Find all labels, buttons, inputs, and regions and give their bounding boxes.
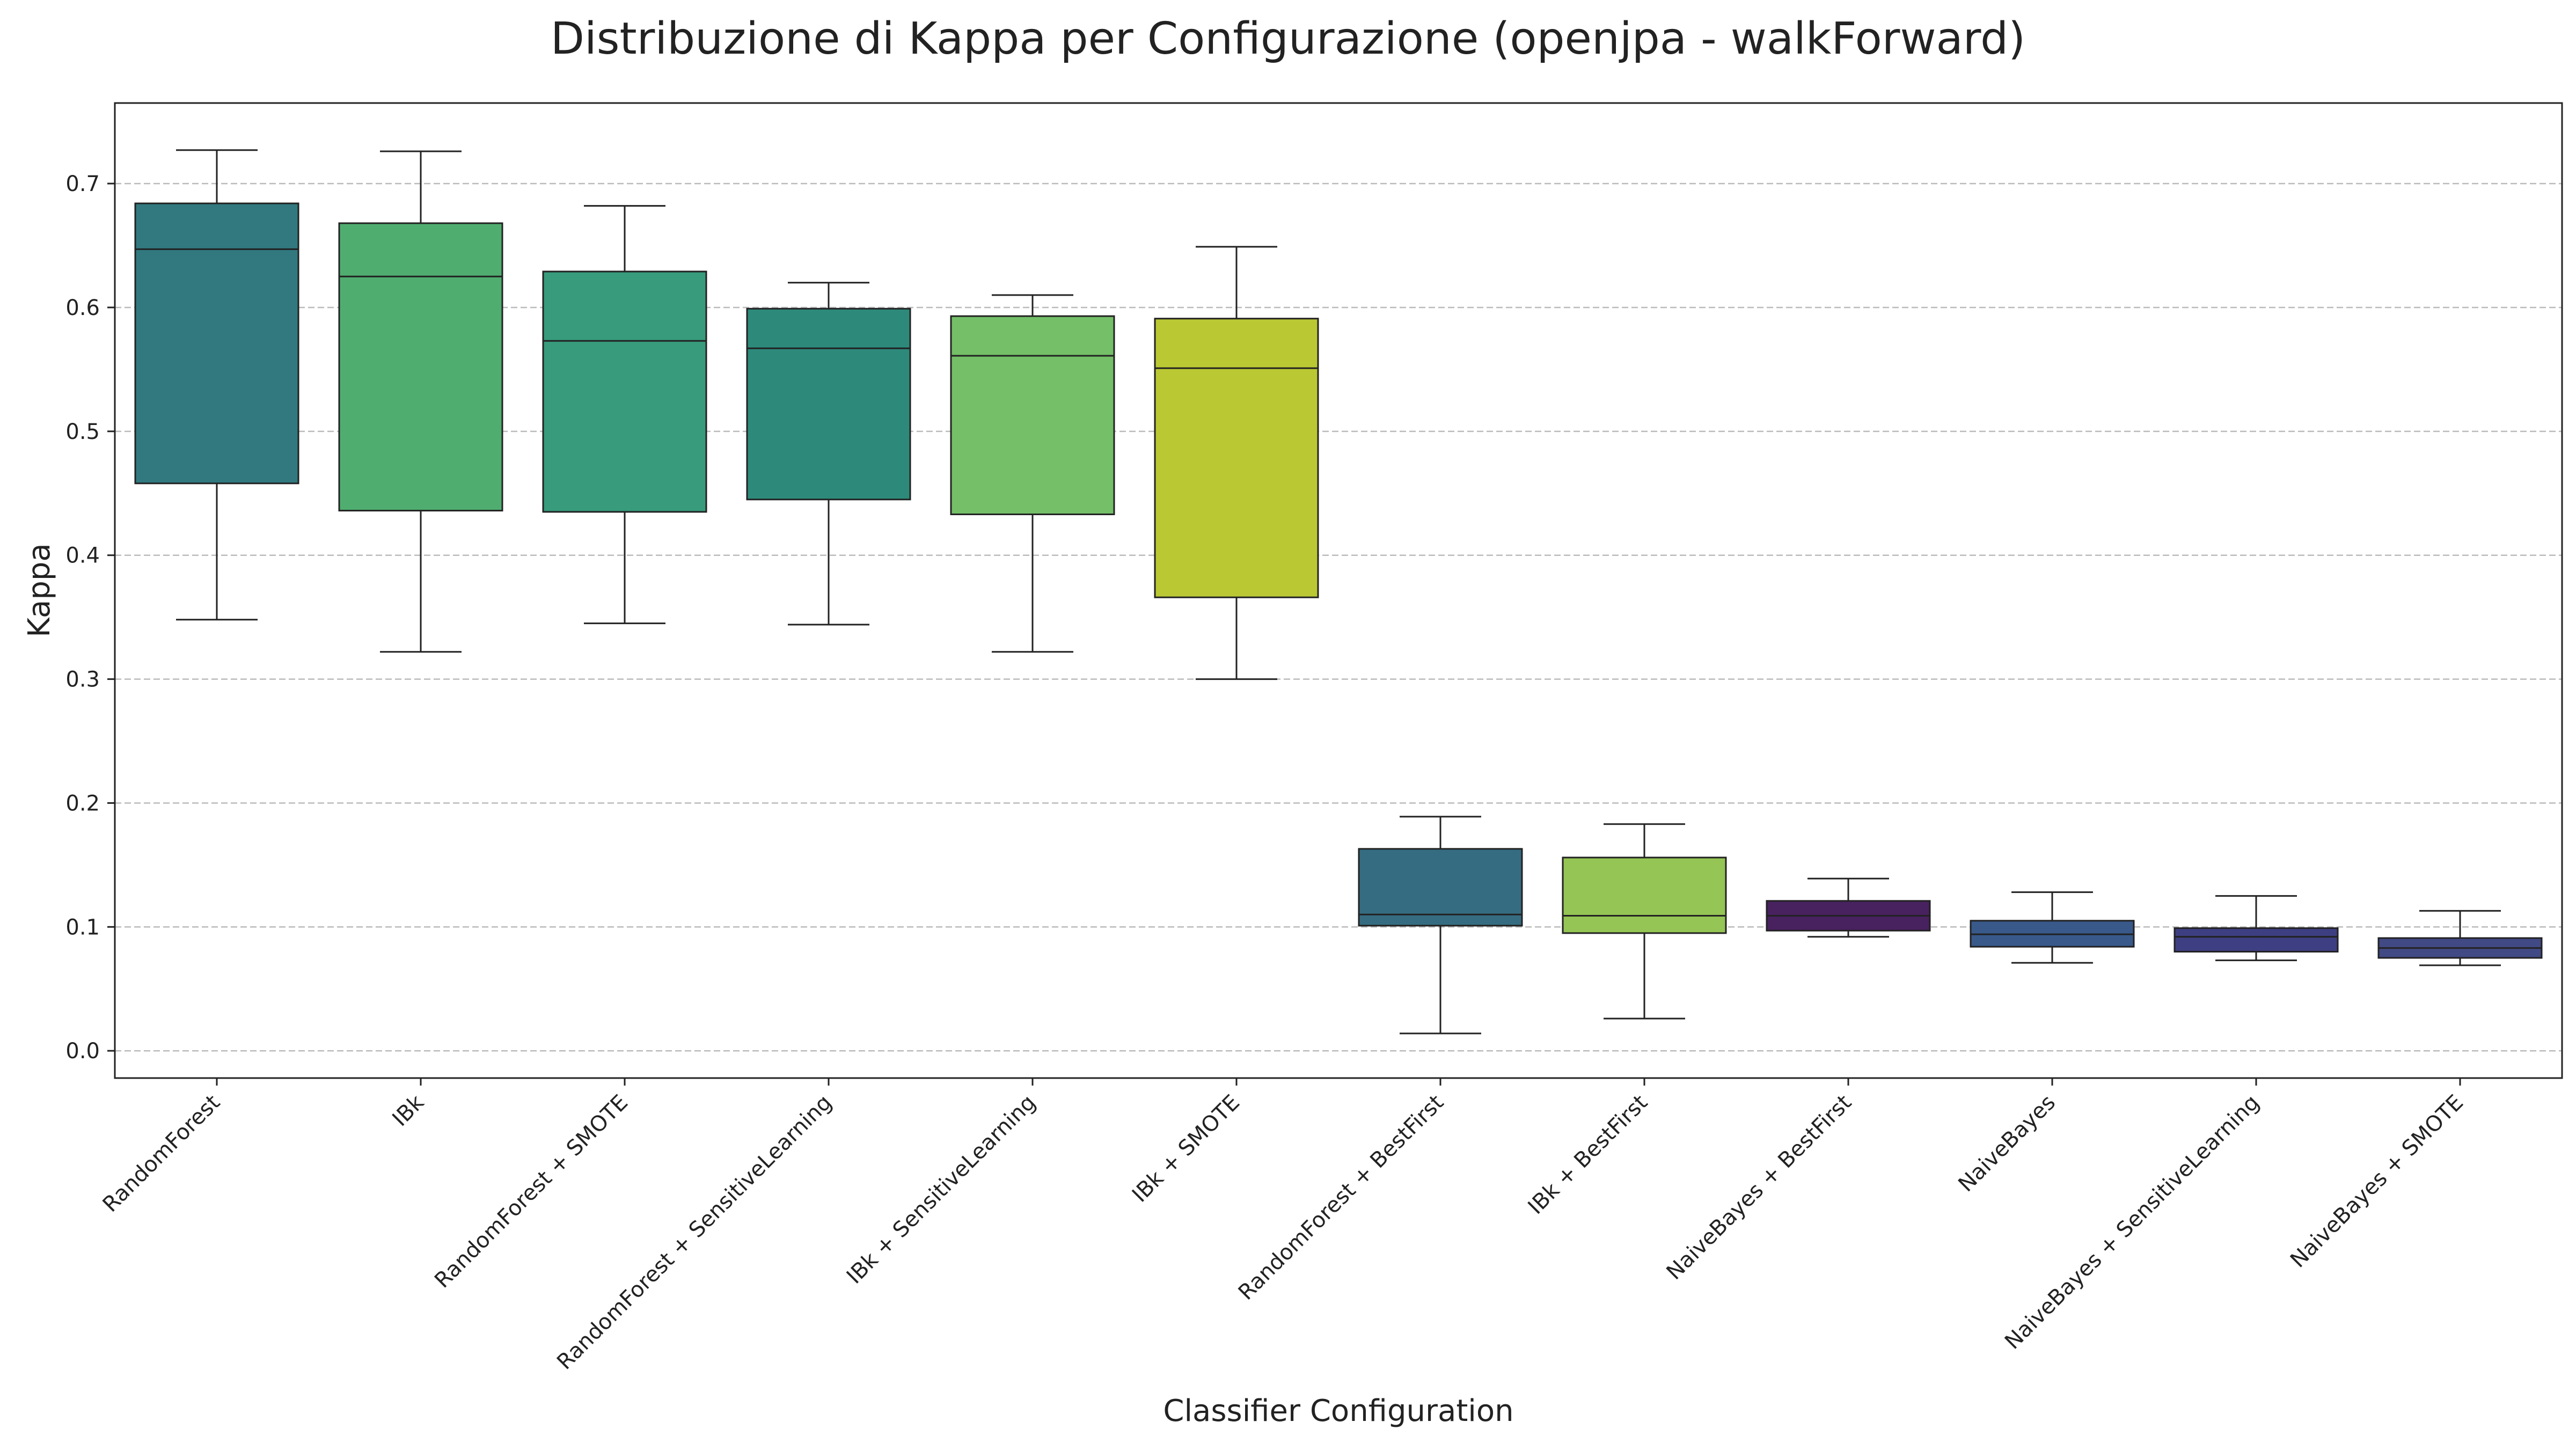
box-series-3: [542, 205, 707, 625]
y-tick-label: 0.6: [65, 296, 100, 320]
x-tick-label: NaiveBayes + SensitiveLearning: [2000, 1090, 2264, 1354]
x-tick-label: IBk + SensitiveLearning: [842, 1090, 1041, 1289]
box-series-8: [1562, 823, 1727, 1020]
box-series-10: [1970, 891, 2135, 964]
grid-lines: [115, 182, 2562, 1052]
x-tick-label: RandomForest: [98, 1090, 225, 1217]
y-tick-label: 0.4: [65, 544, 100, 568]
plot-area-frame: [114, 102, 2563, 1079]
box-series-2: [338, 150, 503, 653]
y-tick-label: 0.1: [65, 915, 100, 940]
box-series-7: [1358, 816, 1523, 1035]
x-tick-label: IBk + SMOTE: [1128, 1090, 1245, 1207]
box-iqr: [950, 315, 1115, 516]
box-iqr: [2174, 927, 2339, 953]
x-tick-label: NaiveBayes + SMOTE: [2286, 1090, 2468, 1273]
x-tick-label: NaiveBayes: [1953, 1090, 2060, 1197]
box-series-9: [1766, 877, 1931, 938]
box-series-1: [134, 149, 299, 621]
y-tick-label: 0.3: [65, 668, 100, 692]
y-tick-label: 0.7: [65, 172, 100, 196]
box-series-5: [950, 294, 1115, 653]
x-tick-label: IBk: [387, 1090, 429, 1131]
x-tick-label: RandomForest + BestFirst: [1234, 1090, 1448, 1305]
x-axis-ticks: RandomForest IBk RandomForest + SMOTE Rando…: [98, 1078, 2468, 1374]
box-iqr: [746, 307, 911, 501]
boxes-layer: [134, 149, 2543, 1035]
box-series-4: [746, 282, 911, 626]
box-series-11: [2174, 895, 2339, 962]
x-tick-label: RandomForest + SMOTE: [430, 1090, 633, 1293]
y-tick-label: 0.0: [65, 1039, 100, 1064]
y-axis-label: Kappa: [22, 543, 57, 637]
box-iqr: [134, 202, 299, 485]
box-series-12: [2377, 910, 2543, 966]
y-axis-ticks: 0.0 0.1 0.2 0.3 0.4 0.5 0.6 0.7: [65, 172, 115, 1064]
x-tick-label: NaiveBayes + BestFirst: [1662, 1090, 1856, 1285]
box-iqr: [1154, 318, 1319, 598]
box-iqr: [1562, 856, 1727, 934]
y-tick-label: 0.2: [65, 791, 100, 816]
x-tick-label: IBk + BestFirst: [1524, 1090, 1652, 1219]
y-tick-label: 0.5: [65, 420, 100, 444]
box-series-6: [1154, 246, 1319, 680]
box-iqr: [542, 270, 707, 513]
box-iqr: [1358, 848, 1523, 927]
box-iqr: [338, 222, 503, 512]
x-axis-label: Classifier Configuration: [1163, 1394, 1513, 1428]
chart-title: Distribuzione di Kappa per Configurazion…: [551, 13, 2025, 64]
